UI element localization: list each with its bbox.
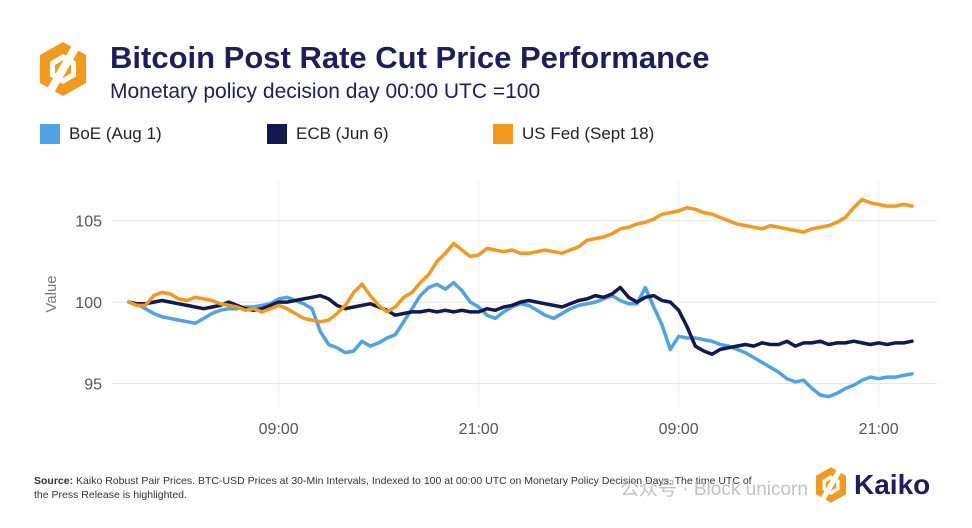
chart-legend: BoE (Aug 1) ECB (Jun 6) US Fed (Sept 18) — [40, 124, 940, 148]
legend-label-fed: US Fed (Sept 18) — [522, 124, 655, 143]
brand-name: Kaiko — [854, 469, 931, 500]
x-tick-label: 09:00 — [259, 421, 299, 438]
series-line-boe — [126, 280, 914, 399]
y-tick-label: 100 — [75, 295, 102, 312]
x-tick-label: 21:00 — [459, 421, 499, 438]
series-line-fed — [126, 197, 914, 324]
legend-swatch-ecb — [267, 124, 287, 144]
legend-item-boe: BoE (Aug 1) — [40, 124, 162, 144]
y-tick-label: 95 — [84, 377, 102, 394]
legend-label-boe: BoE (Aug 1) — [69, 124, 162, 143]
x-tick-label: 09:00 — [659, 421, 699, 438]
chart-title: Bitcoin Post Rate Cut Price Performance — [110, 40, 710, 75]
y-tick-label: 105 — [75, 214, 102, 231]
series-line-ecb — [126, 285, 914, 357]
legend-swatch-boe — [40, 124, 60, 144]
brand-mark-icon — [815, 467, 847, 503]
source-text: Kaiko Robust Pair Prices. BTC-USD Prices… — [34, 475, 752, 501]
legend-label-ecb: ECB (Jun 6) — [296, 124, 389, 143]
legend-item-fed: US Fed (Sept 18) — [493, 124, 654, 144]
kaiko-logo-icon — [40, 41, 86, 97]
watermark: 公众号 · Block unicorn — [620, 479, 808, 500]
brand-logo: Kaiko — [812, 466, 930, 504]
legend-item-ecb: ECB (Jun 6) — [267, 124, 389, 144]
x-tick-label: 21:00 — [859, 421, 899, 438]
y-axis-label: Value — [43, 275, 60, 312]
footer-source: Source: Kaiko Robust Pair Prices. BTC-US… — [34, 474, 754, 502]
source-label: Source: — [34, 475, 74, 487]
legend-swatch-fed — [493, 124, 513, 144]
chart-subtitle: Monetary policy decision day 00:00 UTC =… — [110, 80, 541, 103]
